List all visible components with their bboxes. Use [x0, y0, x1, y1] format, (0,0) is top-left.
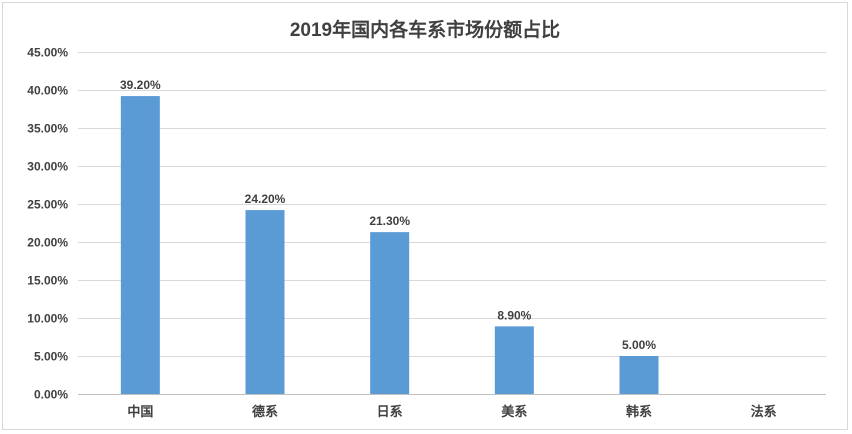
- x-tick-label: 日系: [377, 404, 403, 419]
- data-label: 8.90%: [497, 308, 531, 322]
- y-tick-label: 40.00%: [27, 84, 68, 98]
- y-tick-label: 45.00%: [27, 46, 68, 60]
- y-tick-label: 15.00%: [27, 274, 68, 288]
- bar: [619, 356, 659, 394]
- data-label: 21.30%: [369, 214, 410, 228]
- bar: [120, 96, 160, 394]
- x-tick-label: 法系: [751, 404, 777, 419]
- y-tick-label: 35.00%: [27, 122, 68, 136]
- chart-title: 2019年国内各车系市场份额占比: [289, 20, 561, 41]
- x-tick-label: 韩系: [626, 404, 652, 419]
- bar: [494, 326, 534, 394]
- data-label: 39.20%: [120, 78, 161, 92]
- x-tick-label: 中国: [127, 404, 153, 419]
- data-label: 5.00%: [622, 338, 656, 352]
- y-tick-label: 5.00%: [34, 350, 68, 364]
- y-tick-label: 0.00%: [34, 388, 68, 402]
- bar: [370, 232, 410, 394]
- data-label: 24.20%: [245, 192, 286, 206]
- bar: [245, 210, 285, 394]
- y-tick-label: 25.00%: [27, 198, 68, 212]
- y-tick-label: 10.00%: [27, 312, 68, 326]
- x-tick-label: 德系: [252, 404, 278, 419]
- y-tick-label: 30.00%: [27, 160, 68, 174]
- x-tick-label: 美系: [501, 404, 527, 419]
- y-tick-label: 20.00%: [27, 236, 68, 250]
